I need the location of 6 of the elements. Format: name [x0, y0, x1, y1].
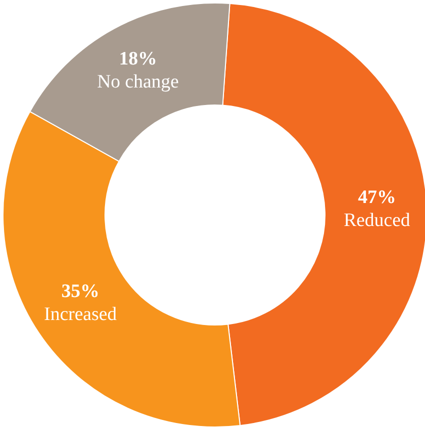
data-label: 47% [358, 187, 396, 208]
slice-label: Increased [44, 304, 118, 326]
slice-label: No change [97, 71, 179, 92]
data-label: 18% [118, 48, 157, 70]
data-label: 35% [61, 281, 100, 302]
slice-label: Reduced [344, 210, 411, 232]
